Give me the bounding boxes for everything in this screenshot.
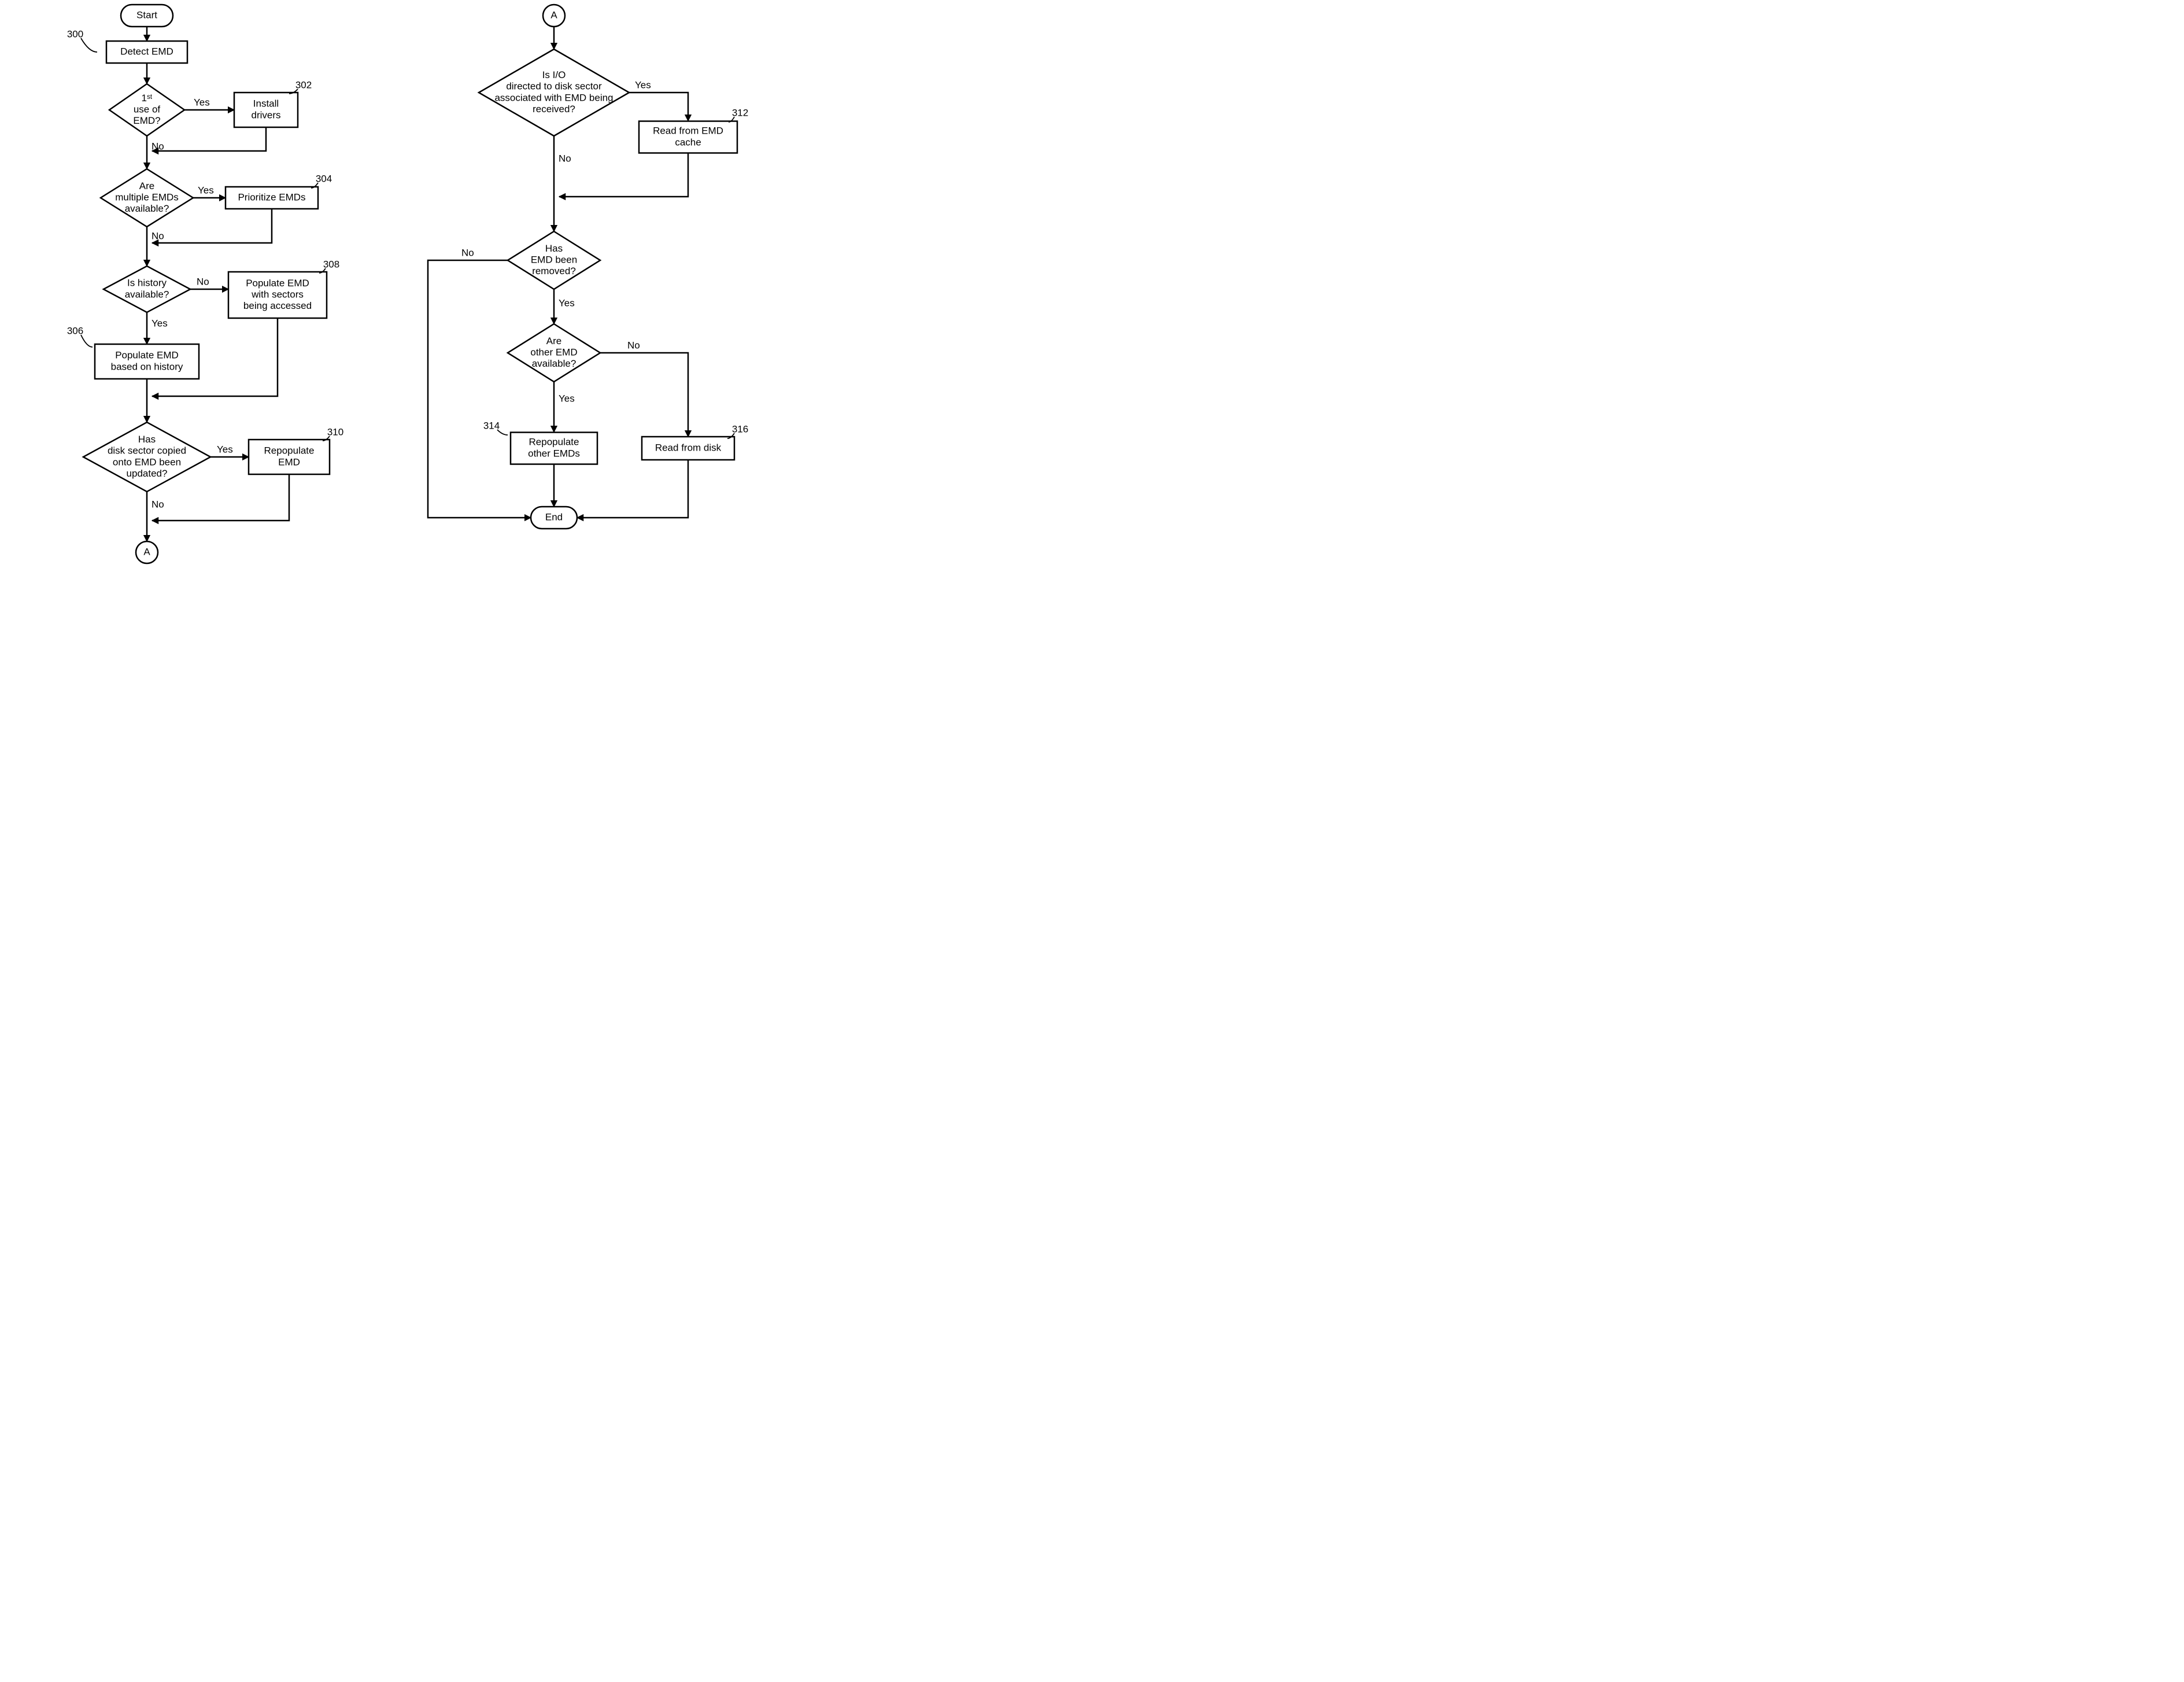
edge-label-8: No bbox=[197, 276, 209, 287]
node-other-line-0: Are bbox=[546, 335, 561, 346]
edge-17 bbox=[559, 153, 688, 197]
node-readc-line-0: Read from EMD bbox=[653, 126, 723, 137]
ref-r310: 310 bbox=[327, 426, 343, 437]
edge-label-9: Yes bbox=[151, 318, 168, 329]
node-pophist-line-0: Populate EMD bbox=[115, 350, 179, 361]
node-connA2-line-0: A bbox=[550, 9, 557, 20]
node-io-line-0: Is I/O bbox=[542, 69, 566, 80]
node-other-line-2: available? bbox=[532, 358, 577, 369]
edge-3 bbox=[152, 127, 266, 151]
node-rem-line-1: EMD been bbox=[531, 254, 577, 265]
node-multi-line-0: Are bbox=[139, 180, 154, 191]
node-pophist-line-1: based on history bbox=[111, 361, 183, 372]
node-rem-line-2: removed? bbox=[532, 265, 576, 276]
node-upd-line-3: updated? bbox=[127, 468, 168, 479]
edge-21 bbox=[600, 353, 688, 437]
ref-r302: 302 bbox=[295, 79, 312, 90]
edge-label-2: Yes bbox=[194, 97, 210, 108]
edge-label-18: No bbox=[559, 153, 571, 164]
node-first-line-1: use of bbox=[134, 104, 161, 115]
node-first-line-0: 1ˢᵗ bbox=[142, 93, 153, 104]
edge-19 bbox=[428, 260, 531, 518]
node-popsec-line-2: being accessed bbox=[243, 300, 312, 311]
node-prior-line-0: Prioritize EMDs bbox=[238, 191, 305, 202]
edge-label-22: Yes bbox=[559, 393, 575, 404]
node-upd-line-2: onto EMD been bbox=[113, 456, 181, 467]
node-install-line-1: drivers bbox=[251, 109, 280, 120]
edge-label-19: No bbox=[461, 247, 474, 258]
edge-label-7: No bbox=[151, 230, 164, 241]
ref-r304: 304 bbox=[316, 173, 332, 184]
node-readc-line-1: cache bbox=[675, 137, 701, 147]
ref-r300: 300 bbox=[67, 28, 83, 39]
ref-leader-r300 bbox=[81, 38, 97, 52]
node-rem-line-0: Has bbox=[545, 243, 563, 254]
node-repop-line-1: EMD bbox=[278, 456, 300, 467]
ref-r312: 312 bbox=[732, 107, 748, 118]
node-readd-line-0: Read from disk bbox=[655, 442, 722, 453]
node-end-line-0: End bbox=[545, 511, 563, 522]
node-install-line-0: Install bbox=[253, 98, 279, 109]
node-io-line-2: associated with EMD being bbox=[494, 92, 613, 103]
node-other-line-1: other EMD bbox=[530, 346, 577, 357]
edge-13 bbox=[152, 474, 289, 521]
ref-r314: 314 bbox=[483, 420, 500, 431]
node-repop2-line-0: Repopulate bbox=[529, 437, 579, 448]
edge-label-12: Yes bbox=[217, 444, 233, 455]
edge-16 bbox=[629, 93, 688, 121]
node-hist-line-1: available? bbox=[125, 289, 169, 300]
ref-leader-r306 bbox=[81, 335, 93, 347]
node-io-line-3: received? bbox=[533, 104, 575, 115]
node-hist-line-0: Is history bbox=[127, 278, 167, 289]
edge-label-5: Yes bbox=[198, 185, 214, 196]
edge-label-16: Yes bbox=[635, 79, 651, 90]
edge-label-4: No bbox=[151, 141, 164, 152]
edge-24 bbox=[577, 460, 688, 518]
edge-label-20: Yes bbox=[559, 297, 575, 308]
node-popsec-line-1: with sectors bbox=[251, 289, 304, 300]
node-popsec-line-0: Populate EMD bbox=[246, 278, 309, 289]
node-upd-line-1: disk sector copied bbox=[108, 445, 186, 456]
ref-r306: 306 bbox=[67, 325, 83, 336]
ref-r316: 316 bbox=[732, 423, 748, 434]
node-detect-line-0: Detect EMD bbox=[120, 46, 173, 57]
node-multi-line-1: multiple EMDs bbox=[115, 191, 179, 202]
node-repop2-line-1: other EMDs bbox=[528, 448, 580, 459]
node-start-line-0: Start bbox=[136, 9, 157, 20]
flowchart-canvas: Yes No Yes No No Yes Yes No Yes No No Yes No Yes Start… bbox=[0, 0, 751, 578]
node-connA1-line-0: A bbox=[143, 546, 150, 557]
edge-label-21: No bbox=[627, 340, 640, 351]
node-multi-line-2: available? bbox=[125, 203, 169, 214]
edge-label-14: No bbox=[151, 499, 164, 510]
ref-r308: 308 bbox=[323, 259, 339, 270]
node-io-line-1: directed to disk sector bbox=[506, 81, 602, 92]
edge-6 bbox=[152, 209, 272, 243]
node-first-line-2: EMD? bbox=[133, 115, 160, 126]
node-repop-line-0: Repopulate bbox=[264, 445, 315, 456]
ref-leader-r314 bbox=[497, 430, 508, 435]
node-upd-line-0: Has bbox=[138, 434, 156, 445]
